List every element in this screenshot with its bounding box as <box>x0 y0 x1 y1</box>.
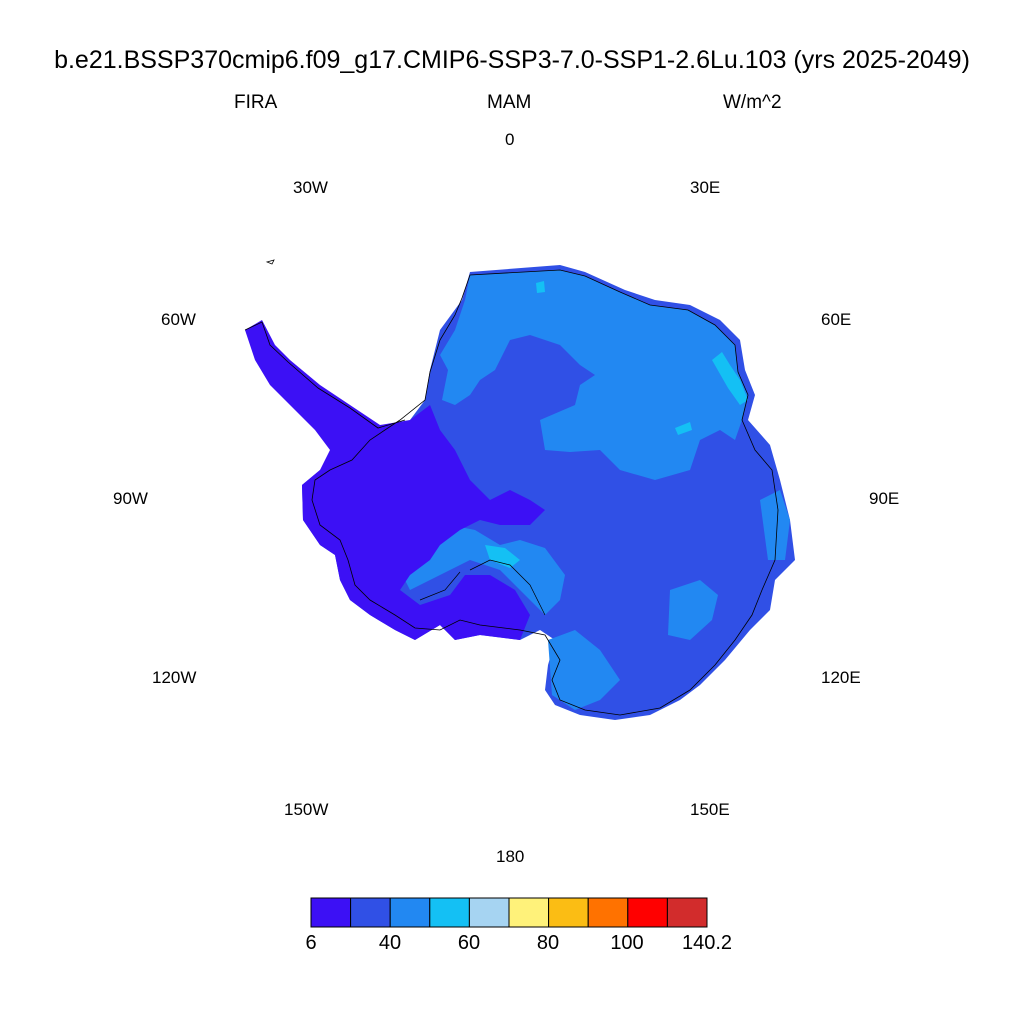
west-antarctica-low <box>245 320 545 640</box>
colorbar-swatch-3 <box>429 897 470 928</box>
ice-shelf-outline <box>419 559 546 616</box>
ross-patch <box>400 525 565 615</box>
lon-label-30w: 30W <box>293 178 328 197</box>
season-label: MAM <box>487 92 532 113</box>
east-antarctica-patch-1 <box>668 580 718 640</box>
lon-label-120w: 120W <box>152 668 197 687</box>
coastal-highlight-east <box>675 422 692 435</box>
coastal-highlight-north <box>536 281 545 293</box>
lon-label-0: 0 <box>505 130 515 149</box>
colorbar-tick-label-40: 40 <box>378 932 402 954</box>
lon-label-60e: 60E <box>821 310 852 329</box>
lon-label-60w: 60W <box>161 310 196 329</box>
colorbar-tick-label-100: 100 <box>610 932 644 954</box>
colorbar-swatch-1 <box>350 897 391 928</box>
small-island <box>265 259 275 265</box>
lon-label-150w: 150W <box>284 800 329 819</box>
colorbar-swatch-5 <box>508 897 550 928</box>
colorbar-swatch-2 <box>389 897 431 928</box>
colorbar-tick-label-80: 80 <box>536 932 560 954</box>
east-antarctica-patch-2 <box>760 490 790 560</box>
colorbar-swatch-4 <box>468 897 510 928</box>
coastal-highlight-ross <box>485 545 520 568</box>
dronning-maud-plateau <box>440 270 748 480</box>
colorbar-tick-label-140: 140.2 <box>681 932 733 954</box>
peninsula-coastline <box>244 321 406 429</box>
lon-label-150e: 150E <box>690 800 730 819</box>
lon-label-30e: 30E <box>690 178 721 197</box>
colorbar-swatch-6 <box>548 897 589 928</box>
lon-label-90e: 90E <box>869 489 900 508</box>
victoria-land-patch <box>548 630 620 710</box>
colorbar-swatch-9 <box>666 897 708 928</box>
lon-label-180: 180 <box>496 847 525 866</box>
colorbar-swatch-0 <box>310 897 352 928</box>
lon-label-90w: 90W <box>113 489 148 508</box>
variable-label: FIRA <box>234 92 278 113</box>
colorbar-swatch-7 <box>587 897 629 928</box>
colorbar-tick-label-60: 60 <box>457 932 481 954</box>
colorbar-swatch-8 <box>627 897 668 928</box>
lon-label-120e: 120E <box>821 668 861 687</box>
units-label: W/m^2 <box>723 92 782 113</box>
map-title: b.e21.BSSP370cmip6.f09_g17.CMIP6-SSP3-7.… <box>54 46 970 74</box>
colorbar-tick-label-6: 6 <box>305 932 317 954</box>
coastal-highlight-amery <box>712 352 748 405</box>
coastline <box>311 269 779 716</box>
